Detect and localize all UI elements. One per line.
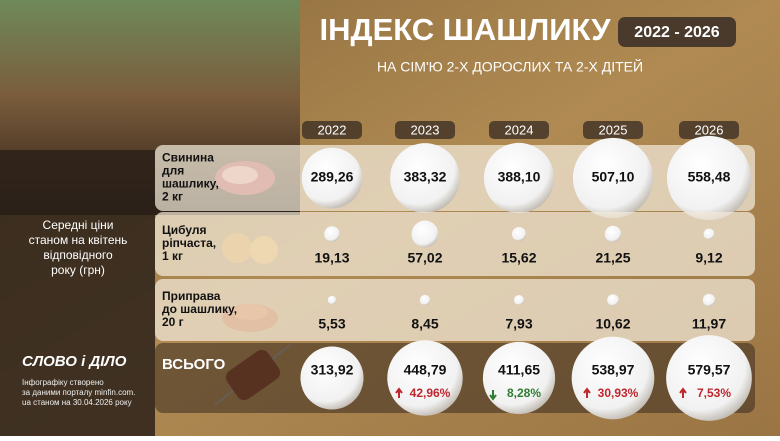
bubble xyxy=(387,340,463,416)
row-label: Приправа xyxy=(162,289,221,303)
change-arrow xyxy=(583,387,591,398)
change: 8,28% xyxy=(507,386,541,400)
bubble xyxy=(327,295,337,305)
bubble xyxy=(572,137,654,219)
side-note: відповідного xyxy=(43,248,113,262)
value: 5,53 xyxy=(318,316,345,332)
bubble xyxy=(324,226,340,242)
value: 15,62 xyxy=(501,250,536,266)
year: 2025 xyxy=(599,122,628,137)
bubble xyxy=(483,142,555,214)
value: 10,62 xyxy=(595,316,630,332)
change: 42,96% xyxy=(410,386,451,400)
year-pill xyxy=(489,121,549,139)
row-label: 1 кг xyxy=(162,249,183,263)
year-pill xyxy=(583,121,643,139)
logo: СЛОВО і ДІЛО xyxy=(22,353,127,370)
year: 2022 xyxy=(318,122,347,137)
period-box xyxy=(618,17,736,47)
bubble xyxy=(702,293,716,307)
bubble xyxy=(300,346,364,410)
year: 2024 xyxy=(505,122,534,137)
value: 11,97 xyxy=(692,316,726,332)
value: 9,12 xyxy=(695,250,722,266)
value: 21,25 xyxy=(595,250,630,266)
value: 507,10 xyxy=(592,169,635,185)
year: 2026 xyxy=(695,122,724,137)
change-arrow xyxy=(395,387,403,398)
year-pill xyxy=(679,121,739,139)
credits: за даними порталу minfin.com. xyxy=(22,388,135,397)
total-value: 313,92 xyxy=(311,362,354,378)
row-label: до шашлику, xyxy=(162,302,237,316)
value: 8,45 xyxy=(411,316,438,332)
value: 558,48 xyxy=(688,169,731,185)
left-panel xyxy=(0,150,155,436)
value: 388,10 xyxy=(498,169,541,185)
bubble xyxy=(419,294,431,306)
change: 7,53% xyxy=(697,386,731,400)
value: 57,02 xyxy=(407,250,442,266)
bubble xyxy=(604,225,622,243)
bubble xyxy=(390,143,460,213)
row-label: 2 кг xyxy=(162,190,183,204)
title: ІНДЕКС ШАШЛИКУ xyxy=(320,12,612,47)
side-note: року (грн) xyxy=(51,263,105,277)
side-note: станом на квітень xyxy=(29,233,128,247)
total-label: ВСЬОГО xyxy=(162,356,226,373)
subtitle: НА СІМ'Ю 2-Х ДОРОСЛИХ ТА 2-Х ДІТЕЙ xyxy=(377,58,643,75)
year-pill xyxy=(395,121,455,139)
side-note: Середні ціни xyxy=(43,218,114,232)
total-value: 538,97 xyxy=(592,362,635,378)
bubble xyxy=(301,147,363,209)
total-value: 579,57 xyxy=(688,362,731,378)
total-value: 411,65 xyxy=(498,362,540,378)
bubble xyxy=(666,135,752,221)
bubble xyxy=(482,341,556,415)
credits: ua станом на 30.04.2026 року xyxy=(22,398,132,407)
row-label: шашлику, xyxy=(162,177,219,191)
year-pill xyxy=(302,121,362,139)
period: 2022 - 2026 xyxy=(634,24,720,41)
total-value: 448,79 xyxy=(404,362,447,378)
change: 30,93% xyxy=(598,386,639,400)
row-label: Свинина xyxy=(162,151,214,165)
value: 383,32 xyxy=(404,169,447,185)
row-label: для xyxy=(162,164,184,178)
row-panel xyxy=(155,212,755,276)
change-arrow xyxy=(679,387,687,398)
value: 289,26 xyxy=(311,169,354,185)
change-arrow xyxy=(489,390,497,401)
bubble xyxy=(703,228,715,240)
bubble xyxy=(511,226,527,242)
bubble xyxy=(607,294,619,306)
year: 2023 xyxy=(411,122,440,137)
bubble xyxy=(666,335,752,421)
value: 7,93 xyxy=(505,316,532,332)
row-label: ріпчаста, xyxy=(162,236,216,250)
bubble xyxy=(411,220,439,248)
bubble xyxy=(571,336,655,420)
bubble xyxy=(513,294,525,306)
credits: Інфографіку створено xyxy=(22,378,104,387)
value: 19,13 xyxy=(314,250,349,266)
row-label: Цибуля xyxy=(162,223,207,237)
row-panel xyxy=(155,279,755,341)
row-label: 20 г xyxy=(162,315,184,329)
